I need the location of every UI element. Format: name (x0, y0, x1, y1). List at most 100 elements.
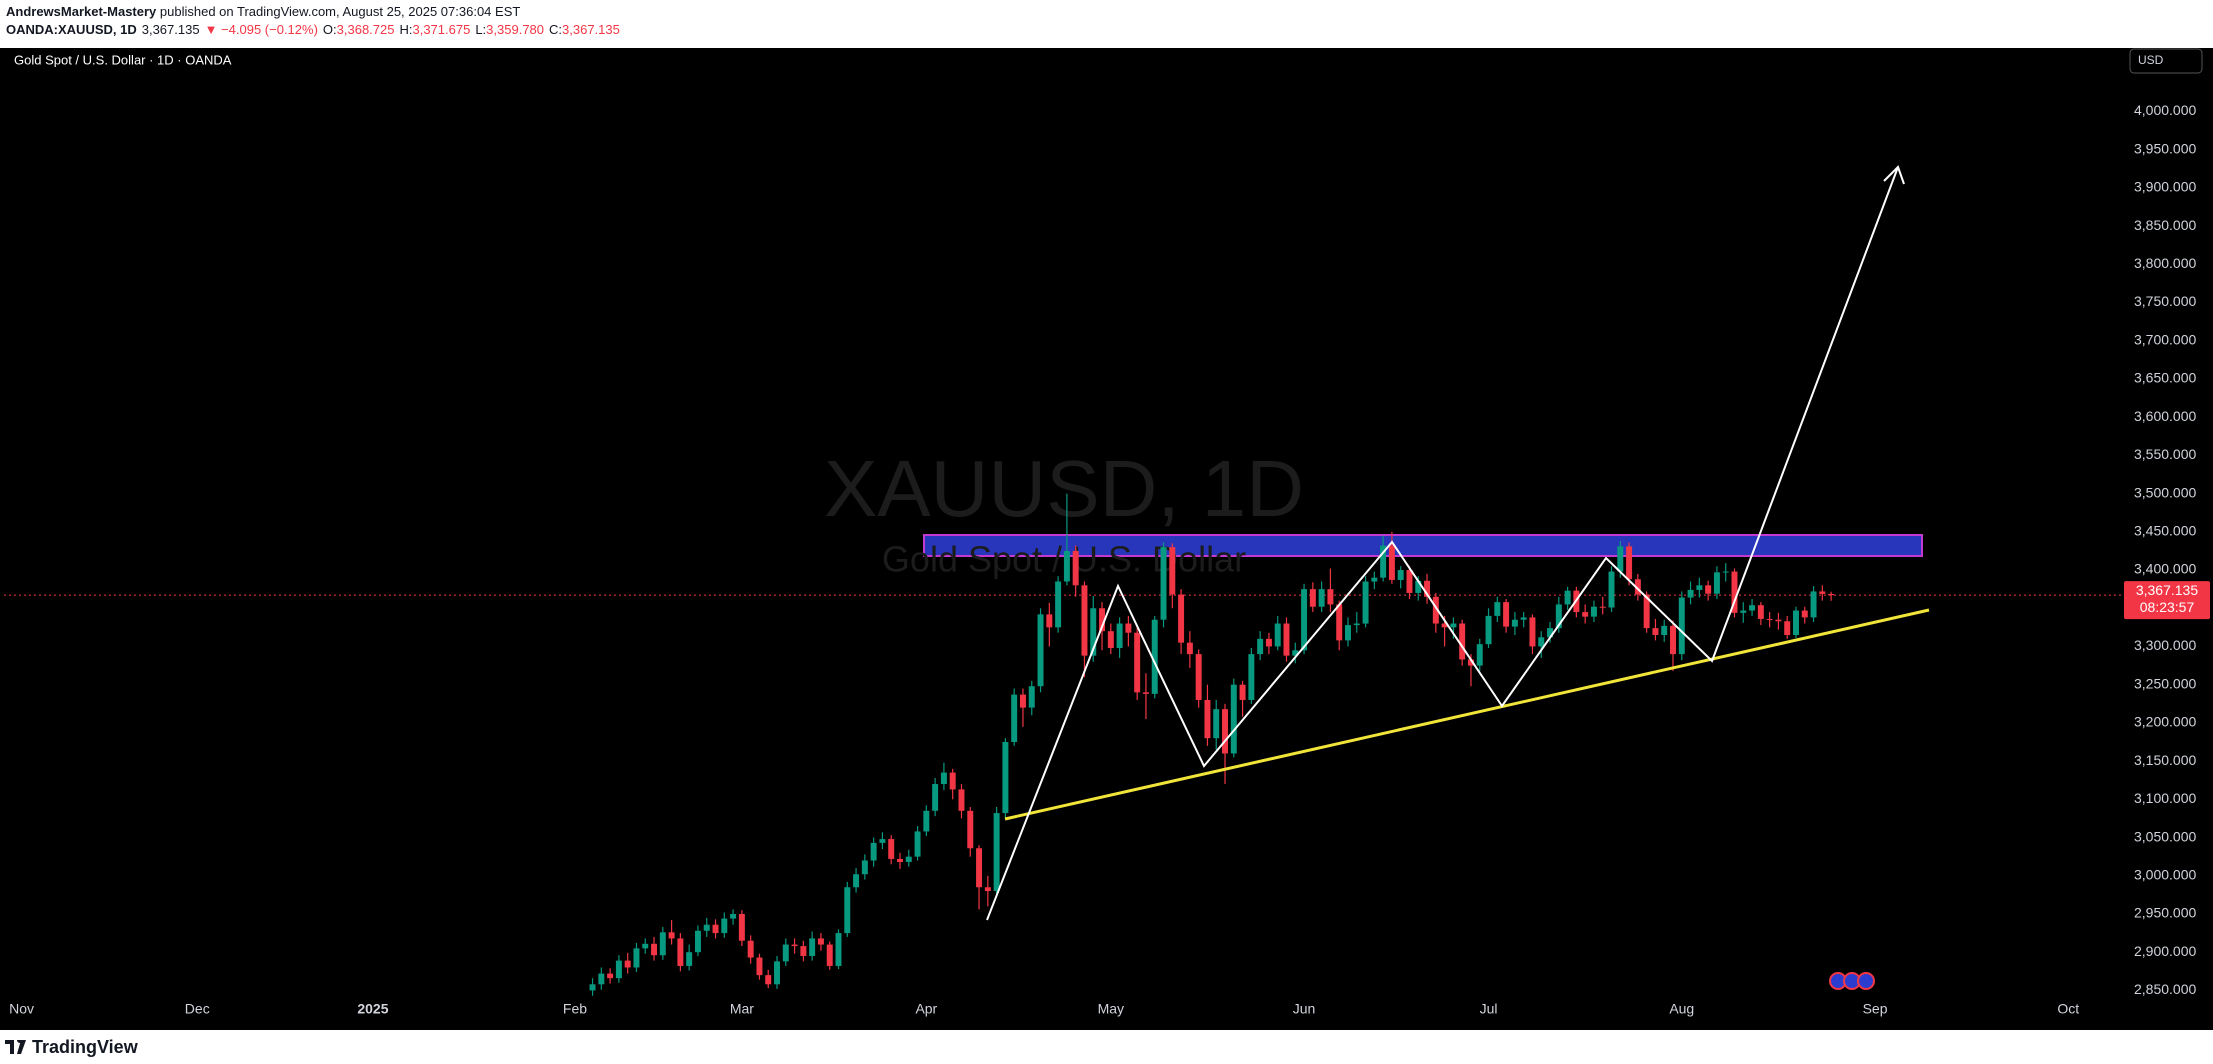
author: AndrewsMarket-Mastery (6, 4, 157, 19)
candle-body (905, 856, 912, 863)
candle-body (826, 944, 833, 966)
currency[interactable]: USD (2138, 53, 2164, 67)
candle-body (694, 930, 701, 953)
candle-body (1142, 692, 1149, 694)
footer: TradingView (0, 1030, 2213, 1064)
candle-body (949, 772, 956, 790)
candle-body (1134, 632, 1141, 693)
x-tick-label: 2025 (357, 1001, 388, 1017)
candle-body (721, 918, 728, 934)
candle-body (756, 957, 763, 976)
candle-body (1072, 550, 1079, 586)
candle-body (668, 932, 675, 939)
y-tick-label: 2,900.000 (2134, 943, 2196, 959)
candle-body (1828, 593, 1835, 596)
candle-body (1467, 659, 1474, 666)
event-icon[interactable] (1857, 972, 1875, 990)
candle-body (817, 938, 824, 945)
candle-body (659, 932, 666, 956)
candle-body (1766, 618, 1773, 620)
candle-body (1178, 594, 1185, 643)
candle-body (940, 772, 947, 785)
candle-body (1432, 596, 1439, 624)
candle-body (747, 940, 754, 958)
candle-body (967, 810, 974, 849)
candle-body (1301, 589, 1308, 651)
y-tick-label: 3,600.000 (2134, 408, 2196, 424)
candle-body (703, 924, 710, 931)
y-tick-label: 3,450.000 (2134, 523, 2196, 539)
candle-body (1318, 589, 1325, 607)
x-tick-label: Aug (1669, 1001, 1694, 1017)
candle-body (861, 860, 868, 875)
symbol: OANDA:XAUUSD, 1D (6, 22, 137, 37)
logo (5, 1040, 26, 1054)
candle-body (800, 946, 807, 957)
price-label: 3,367.135 (2136, 582, 2198, 598)
candle-body (1608, 571, 1615, 608)
x-tick-label: Jul (1480, 1001, 1498, 1017)
candle-body (1239, 684, 1246, 700)
candle-body (932, 784, 939, 811)
candle-body (1002, 742, 1009, 814)
candle-body (633, 948, 640, 968)
candle-body (1520, 617, 1527, 620)
candle-body (1590, 606, 1597, 617)
y-tick-label: 3,550.000 (2134, 446, 2196, 462)
x-tick-label: Mar (730, 1001, 754, 1017)
candle-body (1345, 625, 1351, 641)
currency-button[interactable] (2129, 48, 2203, 74)
candle-body (677, 938, 684, 966)
candle-body (1046, 614, 1053, 628)
candle-body (1687, 589, 1694, 598)
candle-body (1099, 608, 1106, 632)
candle-body (1380, 545, 1387, 578)
ohlc-key: H: (399, 22, 413, 37)
candle-body (1195, 654, 1202, 700)
candle-body (976, 848, 983, 888)
candle-body (1661, 625, 1668, 636)
published: published on TradingView.com, August 25,… (159, 4, 521, 19)
ohlc-key: L: (475, 22, 487, 37)
candle-body (738, 913, 745, 941)
candle-body (1309, 589, 1316, 607)
candle-body (958, 789, 965, 811)
candle-body (1792, 610, 1799, 636)
candle-body (1713, 572, 1720, 594)
candle-body (809, 938, 816, 957)
candle-body (1406, 570, 1413, 593)
candle-body (1547, 628, 1554, 638)
y-tick-label: 3,800.000 (2134, 255, 2196, 271)
candle-body (1028, 686, 1035, 708)
countdown: 08:23:57 (2140, 599, 2195, 615)
header: AndrewsMarket-Mastery published on Tradi… (0, 0, 2213, 48)
candle-body (879, 839, 886, 843)
candle-body (1265, 638, 1272, 647)
candle-body (1222, 709, 1228, 754)
event-icons (1829, 972, 1875, 990)
y-tick-label: 3,900.000 (2134, 179, 2196, 195)
candle-body (993, 813, 1000, 892)
candle-body (1476, 644, 1483, 666)
candle-body (624, 960, 631, 968)
candle-body (615, 960, 622, 979)
x-tick-label: May (1098, 1001, 1124, 1017)
candle-body (1511, 619, 1518, 627)
candle-body (1362, 581, 1369, 624)
candle-body (1388, 545, 1395, 580)
ohlc-key: C: (549, 22, 563, 37)
candle-body (782, 944, 789, 962)
candle-body (1459, 623, 1466, 660)
candle-body (730, 913, 737, 919)
x-tick-label: Feb (563, 1001, 587, 1017)
candle-body (914, 831, 921, 857)
candle-body (774, 961, 780, 985)
candle-body (1019, 694, 1026, 708)
candle-body (923, 810, 930, 832)
chart-title: Gold Spot / U.S. Dollar · 1D · OANDA (14, 52, 232, 67)
candle-body (1116, 623, 1123, 648)
candle-body (870, 842, 877, 861)
candle-body (1670, 625, 1676, 655)
y-tick-label: 2,850.000 (2134, 981, 2196, 997)
candle-body (1819, 591, 1826, 594)
